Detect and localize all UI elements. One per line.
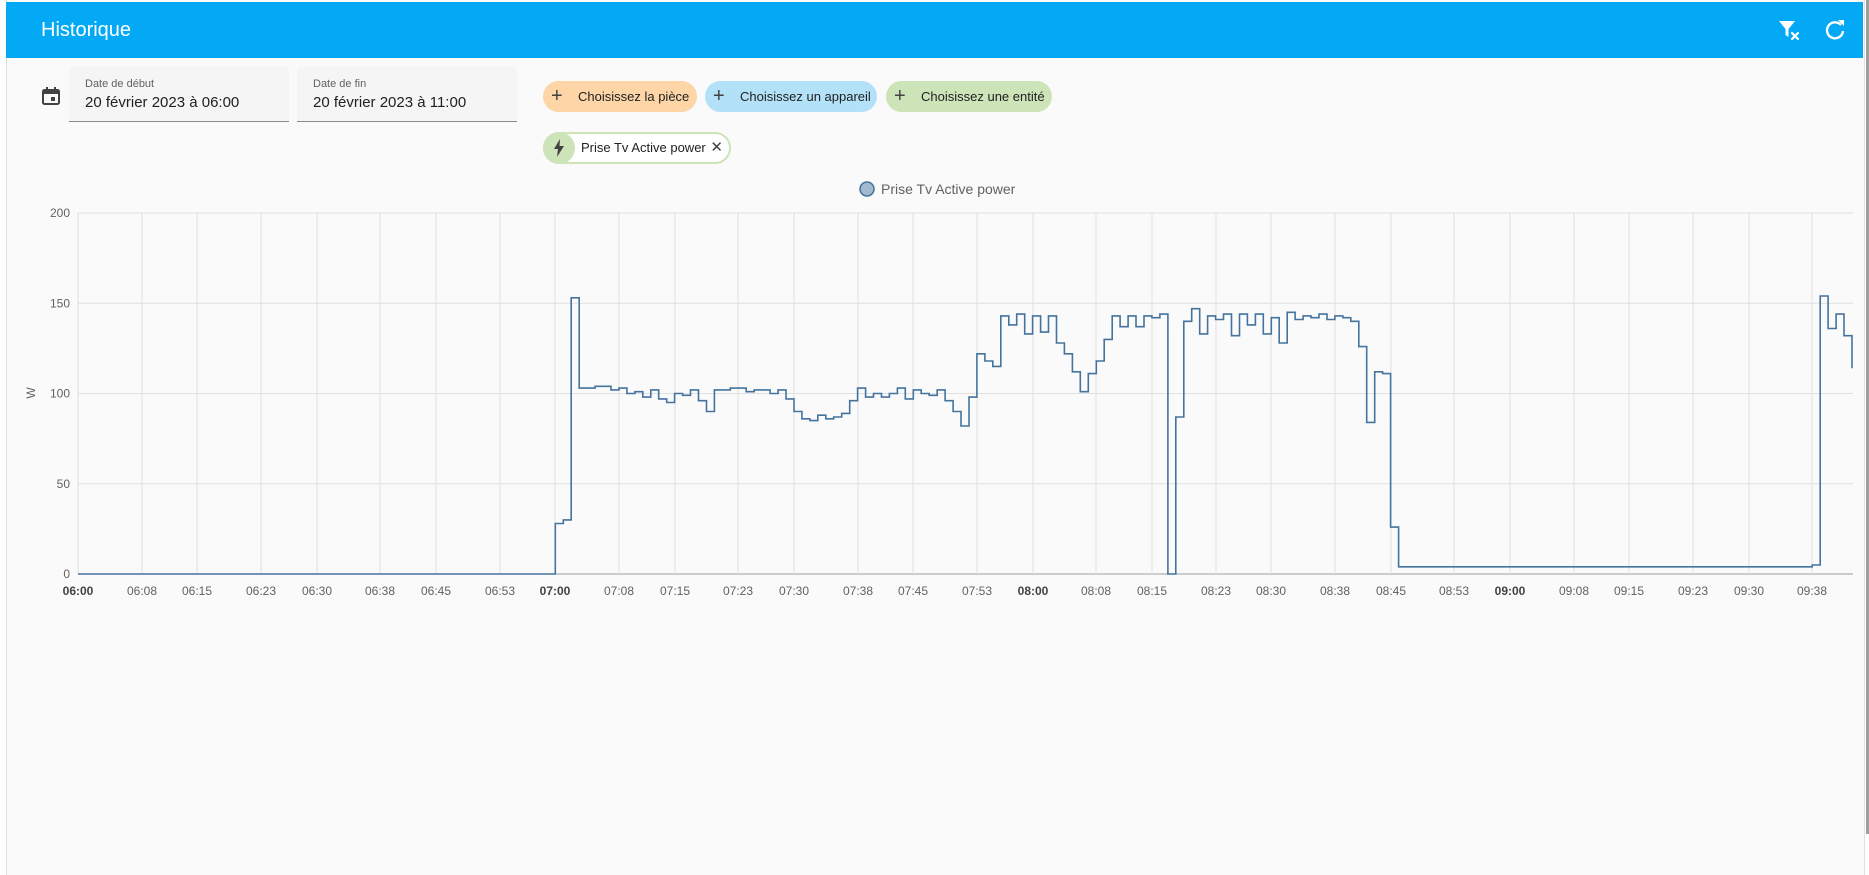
page-title: Historique: [41, 19, 132, 41]
x-tick-label: 06:00: [63, 584, 94, 598]
choose-entity-chip[interactable]: + Choisissez une entité: [886, 81, 1052, 112]
start-date-field[interactable]: Date de début 20 février 2023 à 06:00: [69, 67, 289, 122]
choose-area-chip[interactable]: + Choisissez la pièce: [543, 81, 697, 112]
x-tick-label: 07:45: [898, 584, 928, 598]
x-tick-label: 06:45: [421, 584, 451, 598]
x-tick-label: 07:23: [723, 584, 753, 598]
chart-legend[interactable]: Prise Tv Active power: [859, 181, 1016, 197]
x-tick-label: 08:45: [1376, 584, 1406, 598]
end-date-field[interactable]: Date de fin 20 février 2023 à 11:00: [297, 67, 517, 122]
calendar-icon[interactable]: [39, 84, 63, 108]
x-tick-label: 09:15: [1614, 584, 1644, 598]
x-tick-label: 06:38: [365, 584, 395, 598]
end-date-label: Date de fin: [313, 78, 367, 90]
y-axis-ticks: 0 50 100 150 200: [50, 206, 70, 581]
y-tick-label: 100: [50, 387, 70, 401]
x-tick-label: 08:30: [1256, 584, 1286, 598]
start-date-label: Date de début: [85, 78, 155, 90]
x-tick-label: 07:38: [843, 584, 873, 598]
x-tick-label: 07:53: [962, 584, 992, 598]
x-tick-label: 08:53: [1439, 584, 1469, 598]
x-tick-label: 08:15: [1137, 584, 1167, 598]
y-tick-label: 150: [50, 296, 70, 310]
x-tick-label: 06:23: [246, 584, 276, 598]
page-scrollbar[interactable]: [1864, 0, 1869, 875]
series-line-prise-tv-active-power: [78, 295, 1853, 575]
x-tick-label: 08:08: [1081, 584, 1111, 598]
filter-remove-icon[interactable]: [1775, 16, 1803, 44]
x-tick-label: 09:00: [1495, 584, 1526, 598]
scrollbar-thumb[interactable]: [1866, 0, 1869, 834]
x-tick-label: 09:08: [1559, 584, 1589, 598]
left-edge: [0, 0, 7, 875]
x-tick-label: 07:00: [540, 584, 571, 598]
x-tick-label: 09:23: [1678, 584, 1708, 598]
x-tick-label: 09:30: [1734, 584, 1764, 598]
chart-grid: [77, 212, 1853, 575]
plus-icon: +: [551, 85, 563, 107]
refresh-icon[interactable]: [1821, 16, 1849, 44]
flash-icon: [543, 132, 575, 164]
x-tick-label: 09:38: [1797, 584, 1827, 598]
x-tick-label: 07:15: [660, 584, 690, 598]
x-tick-label: 08:38: [1320, 584, 1350, 598]
history-panel: Date de début 20 février 2023 à 06:00 Da…: [6, 58, 1865, 875]
y-tick-label: 50: [57, 477, 71, 491]
legend-marker: [859, 181, 875, 197]
choose-device-chip[interactable]: + Choisissez un appareil: [705, 81, 877, 112]
start-date-value: 20 février 2023 à 06:00: [85, 94, 240, 111]
end-date-value: 20 février 2023 à 11:00: [313, 94, 467, 111]
plus-icon: +: [713, 85, 725, 107]
x-tick-label: 08:00: [1018, 584, 1049, 598]
x-tick-label: 08:23: [1201, 584, 1231, 598]
x-tick-label: 07:30: [779, 584, 809, 598]
choose-area-label: Choisissez la pièce: [578, 89, 690, 104]
selected-entity-chip[interactable]: Prise Tv Active power ✕: [543, 132, 731, 164]
selected-entity-label: Prise Tv Active power: [581, 140, 706, 155]
y-tick-label: 200: [50, 206, 70, 220]
x-tick-label: 06:30: [302, 584, 332, 598]
x-axis-ticks: 06:00 06:08 06:15 06:23 06:30 06:38 06:45 06:53…: [63, 584, 1828, 598]
choose-entity-label: Choisissez une entité: [921, 89, 1045, 104]
x-tick-label: 06:08: [127, 584, 157, 598]
plus-icon: +: [894, 85, 906, 107]
y-tick-label: 0: [63, 567, 70, 581]
y-axis-label: W: [24, 387, 38, 399]
close-icon[interactable]: ✕: [710, 139, 723, 156]
x-tick-label: 06:15: [182, 584, 212, 598]
choose-device-label: Choisissez un appareil: [740, 89, 871, 104]
app-header: Historique: [6, 2, 1863, 58]
x-tick-label: 06:53: [485, 584, 515, 598]
legend-label: Prise Tv Active power: [881, 181, 1016, 197]
x-tick-label: 07:08: [604, 584, 634, 598]
